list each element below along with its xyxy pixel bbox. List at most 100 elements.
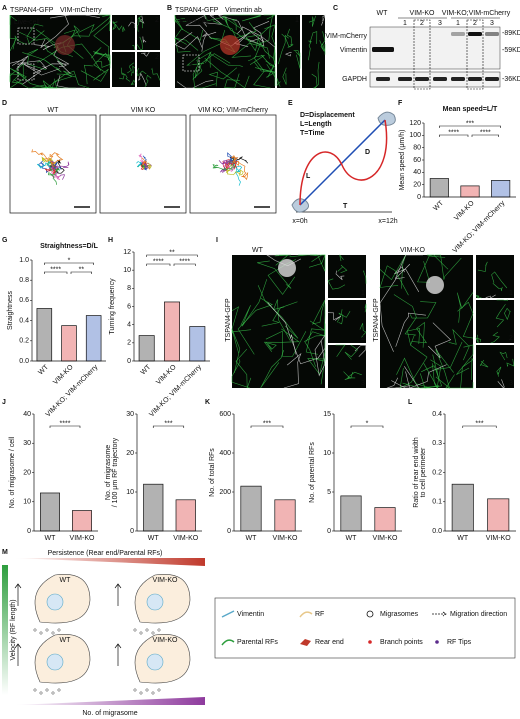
x-tick-label: WT [148, 535, 160, 542]
filament [359, 323, 367, 338]
panel-letter: J [2, 399, 6, 406]
label: 2 [155, 17, 159, 24]
label: 3 [509, 380, 513, 387]
filament [335, 270, 345, 281]
filament [176, 80, 214, 89]
filament [130, 79, 136, 86]
filament [9, 35, 27, 52]
label: 2 [473, 20, 477, 27]
filament [142, 36, 147, 43]
bar [429, 178, 449, 198]
label: 3 [490, 20, 494, 27]
y-tick-label: 10 [123, 267, 131, 274]
filament [394, 266, 420, 293]
filament [9, 55, 29, 70]
filament [83, 64, 94, 85]
filament [174, 28, 203, 45]
legend-icon [221, 639, 235, 646]
filament [307, 352, 326, 385]
y-axis-label: No. of migrasome [105, 445, 112, 500]
bar [240, 485, 262, 532]
bar [72, 510, 92, 532]
nucleus [46, 653, 64, 671]
filament [284, 52, 292, 57]
label: VIM-KO [400, 247, 425, 254]
migrasome [45, 628, 49, 632]
y-tick-label: 120 [409, 120, 421, 127]
migrasome [33, 688, 37, 692]
y-tick-label: 0 [327, 528, 331, 535]
filament [283, 352, 302, 389]
filament [282, 67, 287, 85]
significance: **** [153, 258, 164, 265]
migration-arrow [14, 643, 22, 666]
y-tick-label: 0.2 [19, 338, 29, 345]
filament [499, 351, 508, 361]
y-tick-label: 4 [127, 322, 131, 329]
filament [496, 299, 508, 301]
filament [258, 14, 274, 45]
filament [339, 254, 344, 262]
filament [112, 21, 123, 31]
x-tick-label: VIM-KO [486, 535, 511, 542]
y-tick-label: 30 [23, 440, 31, 447]
filament [379, 265, 409, 296]
y-tick-label: 0 [27, 528, 31, 535]
migrasome [57, 628, 61, 632]
filament [402, 363, 440, 389]
label: 1 [295, 17, 299, 24]
filament [237, 26, 276, 48]
filament [22, 64, 60, 85]
filament [131, 65, 136, 76]
label: T [343, 203, 348, 210]
label: D [365, 149, 370, 156]
filament [417, 255, 446, 283]
migration-arrow [14, 583, 22, 606]
filament [237, 298, 274, 355]
panel-letter: G [2, 237, 8, 244]
filament [399, 344, 428, 389]
migrasome [157, 688, 161, 692]
label: GAPDH [342, 76, 367, 83]
filament [267, 302, 297, 355]
band [451, 77, 465, 81]
gradient-bar [14, 558, 205, 566]
band [468, 32, 482, 36]
label: VIM-KO [153, 637, 178, 644]
filament [264, 24, 276, 59]
filament [477, 261, 488, 272]
filament [308, 15, 316, 27]
label: 3 [438, 20, 442, 27]
filament [26, 48, 47, 71]
filament [456, 344, 474, 375]
significance: *** [263, 420, 271, 427]
significance-bracket [471, 134, 499, 137]
legend-label: Branch points [380, 639, 423, 646]
subtitle: VIM KO; VIM-mCherry [198, 107, 269, 114]
band [398, 77, 412, 81]
y-tick-label: 0.1 [432, 499, 442, 506]
filament [321, 14, 326, 26]
filament [93, 52, 111, 73]
x-tick-label: VIM-KO [70, 535, 95, 542]
significance: **** [179, 258, 190, 265]
panel-letter: A [2, 5, 7, 12]
label: VIM-mCherry [60, 7, 102, 14]
chart-title: Straightness=D/L [40, 243, 98, 250]
label: VIM-KO [410, 10, 435, 17]
filament [391, 366, 420, 389]
filament [32, 78, 58, 89]
bar [274, 499, 296, 532]
filament [363, 270, 367, 284]
migration-arrow [114, 583, 122, 606]
y-axis-label: No. of migrasome / cell [9, 436, 16, 508]
filament [343, 371, 356, 380]
x-tick-label: VIM-KO; VIM-mCherry [148, 363, 203, 418]
trajectory [140, 161, 145, 170]
x-tick-label: WT [457, 535, 469, 542]
migrasome [151, 691, 155, 695]
filament [141, 51, 150, 57]
label: 1 [509, 290, 513, 297]
y-tick-label: 2 [127, 340, 131, 347]
significance-bracket [250, 425, 284, 428]
